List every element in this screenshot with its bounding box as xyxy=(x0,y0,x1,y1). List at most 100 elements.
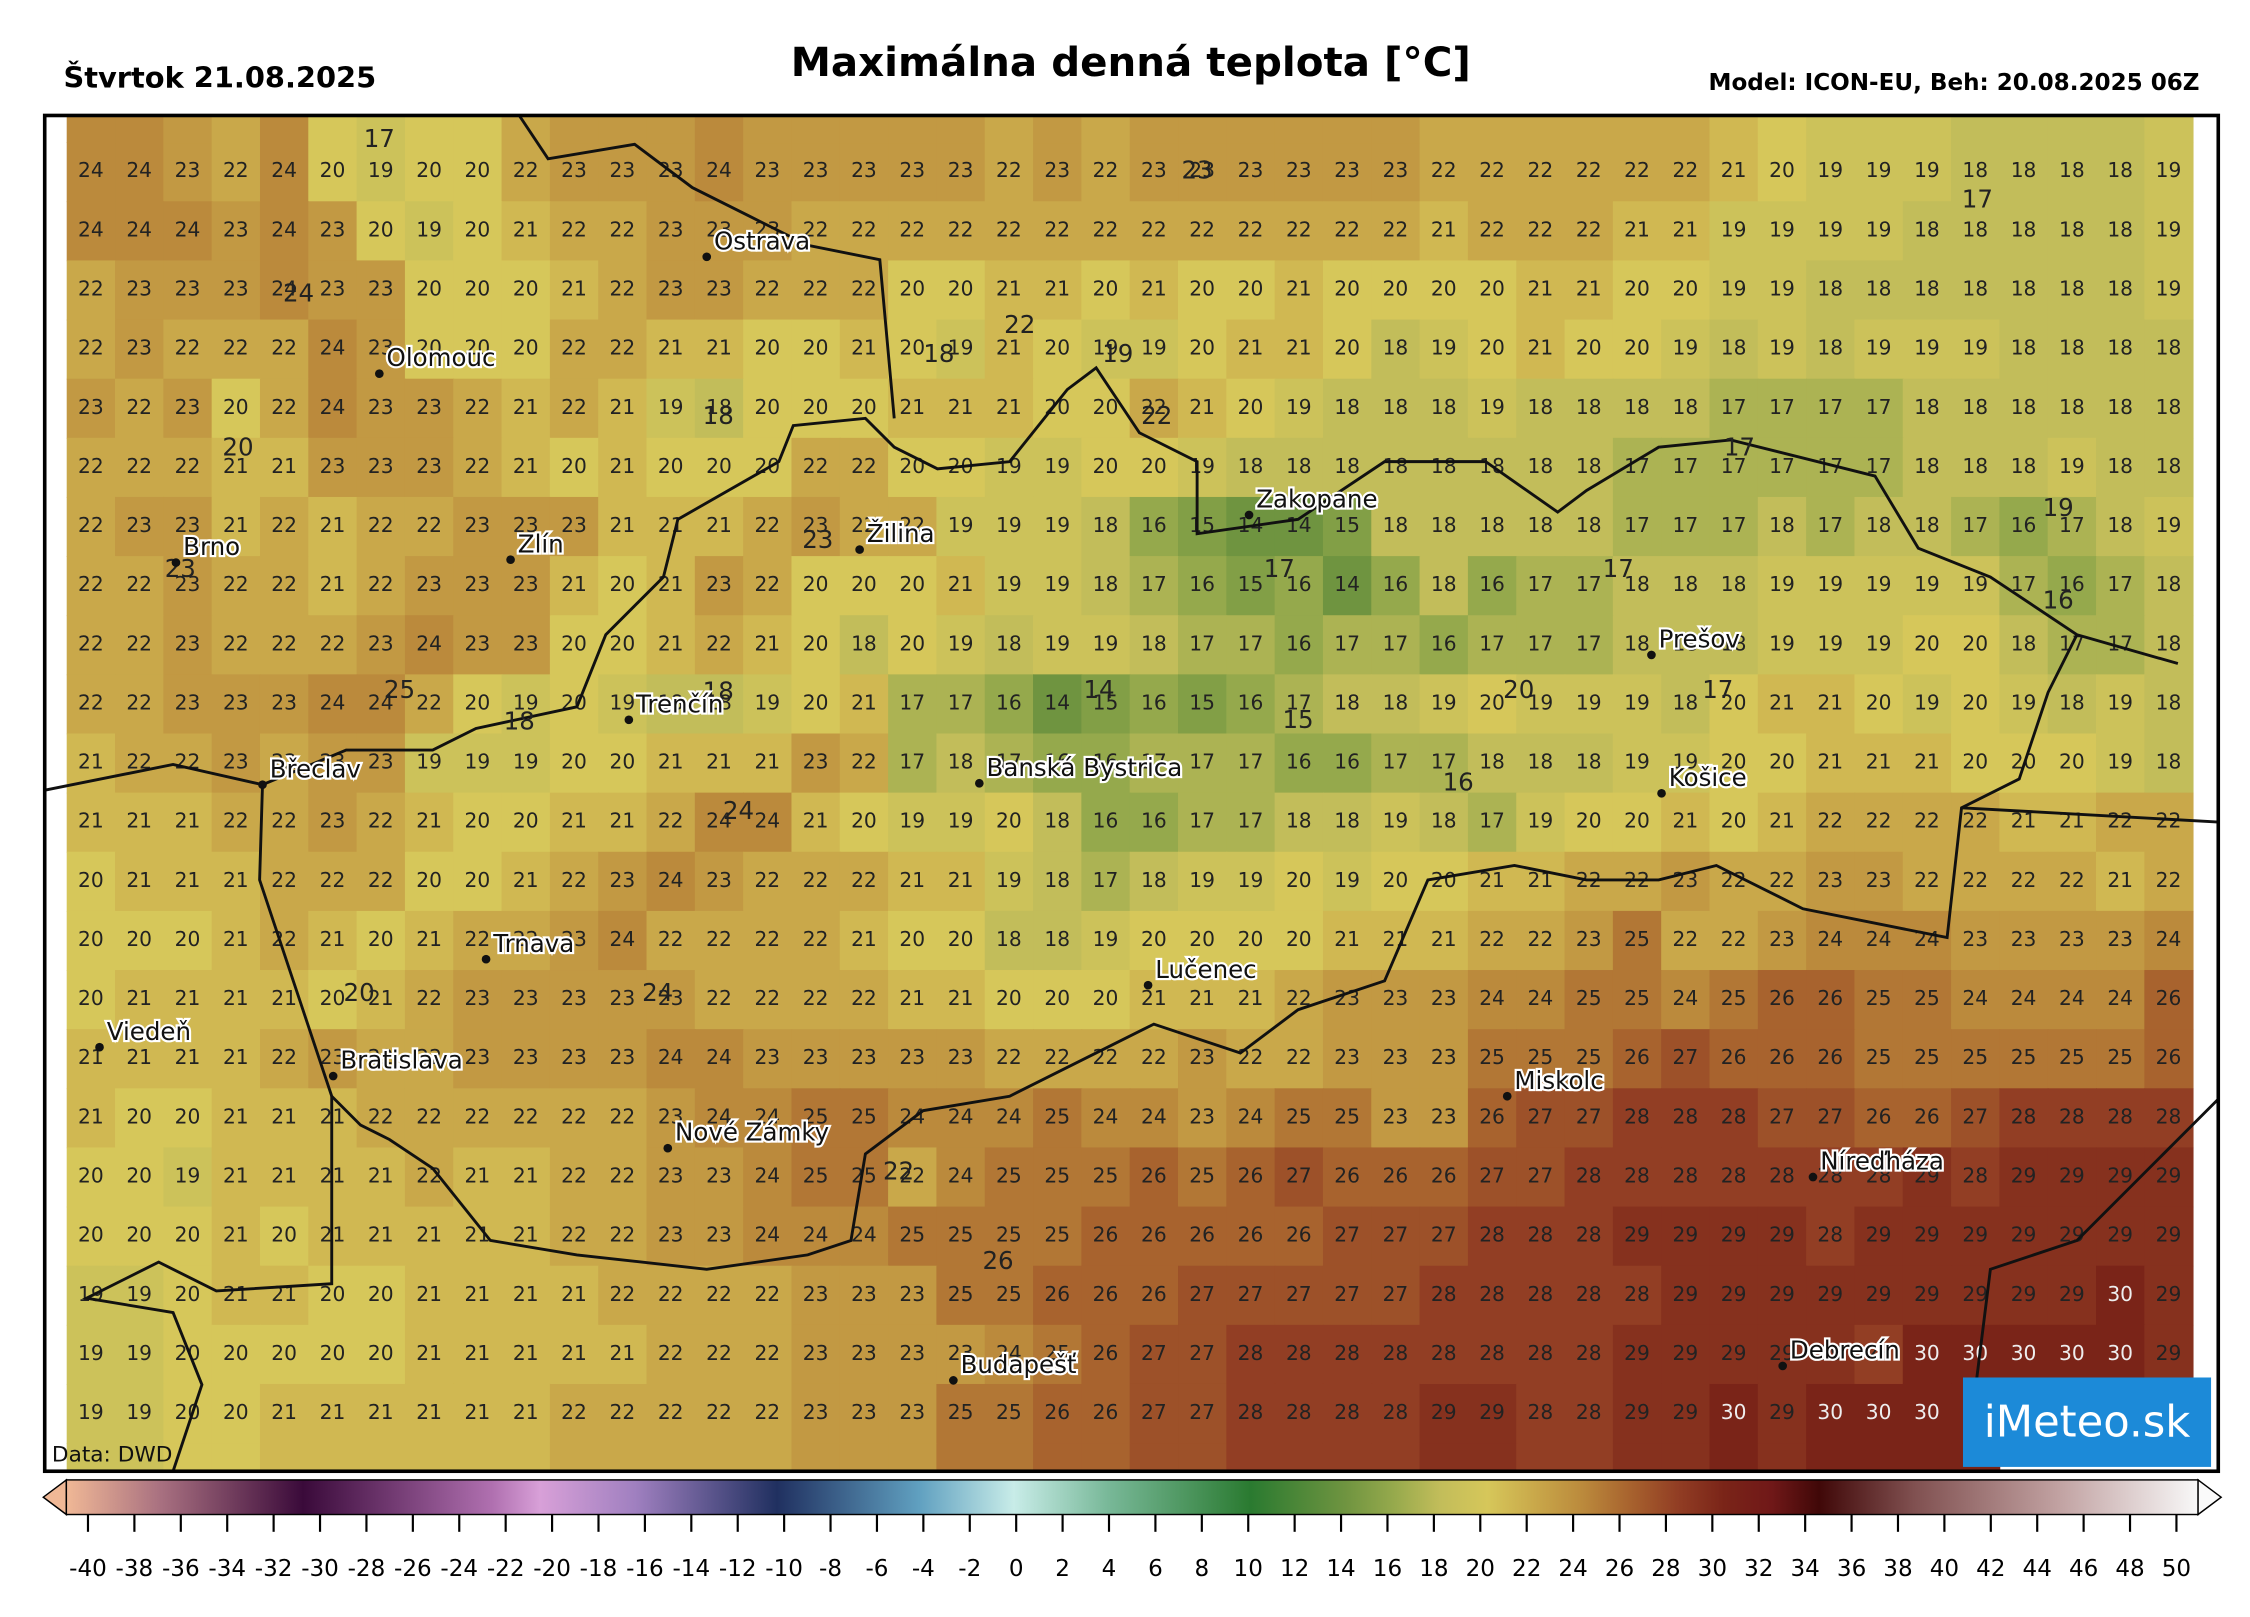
temperature-cell xyxy=(356,910,406,971)
temperature-cell xyxy=(1274,733,1324,794)
temperature-value: 29 xyxy=(1672,1341,1698,1365)
temperature-cell xyxy=(791,1383,841,1444)
city-name: Budapešť xyxy=(961,1350,1077,1379)
temperature-cell xyxy=(1854,437,1904,498)
temperature-cell xyxy=(1419,1265,1469,1326)
temperature-cell xyxy=(1419,260,1469,321)
temperature-cell xyxy=(1129,556,1179,617)
temperature-value: 23 xyxy=(416,395,442,419)
temperature-value: 19 xyxy=(1189,454,1215,478)
temperature-value: 17 xyxy=(1479,809,1505,833)
city-name: Trnava xyxy=(492,929,574,958)
temperature-cell xyxy=(2047,1029,2097,1090)
temperature-cell xyxy=(1371,792,1421,853)
temperature-cell xyxy=(1033,1206,1083,1267)
temperature-cell xyxy=(1999,142,2049,203)
temperature-value: 28 xyxy=(1672,1164,1698,1188)
temperature-value: 19 xyxy=(2156,158,2182,182)
temperature-value: 21 xyxy=(899,395,925,419)
temperature-cell xyxy=(1129,260,1179,321)
temperature-value: 21 xyxy=(223,986,249,1010)
temperature-value: 18 xyxy=(1721,336,1747,360)
temperature-value: 23 xyxy=(368,454,394,478)
temperature-cell xyxy=(888,674,938,735)
temperature-value: 20 xyxy=(1093,454,1119,478)
temperature-value: 17 xyxy=(1624,513,1650,537)
temperature-cell xyxy=(1274,1206,1324,1267)
temperature-value: 20 xyxy=(1141,927,1167,951)
temperature-value: 17 xyxy=(948,690,974,714)
temperature-cell xyxy=(2096,910,2146,971)
temperature-cell xyxy=(984,615,1034,676)
temperature-value: 22 xyxy=(610,217,636,241)
temperature-value: 25 xyxy=(1914,986,1940,1010)
temperature-value: 22 xyxy=(1044,217,1070,241)
temperature-cell xyxy=(356,674,406,735)
temperature-cell xyxy=(1612,910,1663,971)
temperature-cell xyxy=(1902,1147,1952,1208)
temperature-cell xyxy=(1226,437,1276,498)
temperature-value: 25 xyxy=(996,1223,1022,1247)
temperature-value: 19 xyxy=(1769,631,1795,655)
temperature-value: 20 xyxy=(175,927,201,951)
temperature-cell-edge xyxy=(694,1443,745,1472)
temperature-cell xyxy=(1612,733,1663,794)
temperature-value: 18 xyxy=(1962,158,1988,182)
temperature-cell xyxy=(1854,201,1904,262)
temperature-value: 20 xyxy=(175,1104,201,1128)
temperature-cell xyxy=(646,378,696,439)
temperature-value: 29 xyxy=(1962,1282,1988,1306)
temperature-cell xyxy=(839,319,889,380)
temperature-cell xyxy=(1467,1029,1518,1090)
temperature-cell xyxy=(115,1029,165,1090)
city-dot xyxy=(506,555,515,565)
temperature-cell xyxy=(2096,792,2146,853)
temperature-value: 21 xyxy=(561,1341,587,1365)
temperature-value: 18 xyxy=(2156,395,2182,419)
temperature-cell xyxy=(1999,1206,2049,1267)
colorbar-tick-label: 4 xyxy=(1102,1556,1117,1582)
temperature-cell xyxy=(356,1265,406,1326)
temperature-cell-edge xyxy=(259,1443,310,1472)
temperature-cell xyxy=(1612,1029,1663,1090)
temperature-value: 18 xyxy=(2107,276,2133,300)
temperature-value: 29 xyxy=(2156,1282,2182,1306)
temperature-cell xyxy=(404,1265,455,1326)
temperature-cell xyxy=(308,674,358,735)
temperature-cell xyxy=(598,674,648,735)
temperature-cell xyxy=(1806,1206,1856,1267)
temperature-cell xyxy=(1757,1265,1807,1326)
temperature-cell xyxy=(453,142,503,203)
temperature-value: 20 xyxy=(1479,276,1505,300)
temperature-value: 19 xyxy=(126,1282,152,1306)
temperature-value: 21 xyxy=(996,395,1022,419)
temperature-cell xyxy=(1661,970,1711,1031)
temperature-cell xyxy=(2047,142,2097,203)
temperature-value: 17 xyxy=(1238,631,1264,655)
temperature-cell xyxy=(501,201,551,262)
temperature-cell xyxy=(1516,792,1566,853)
temperature-value: 20 xyxy=(416,276,442,300)
temperature-value: 23 xyxy=(175,276,201,300)
temperature-value: 20 xyxy=(126,1104,152,1128)
temperature-cell xyxy=(1516,970,1566,1031)
temperature-cell xyxy=(66,1088,116,1149)
temperature-value: 25 xyxy=(1721,986,1747,1010)
temperature-value: 18 xyxy=(2107,217,2133,241)
temperature-value: 23 xyxy=(561,1045,587,1069)
temperature-cell xyxy=(1757,733,1807,794)
temperature-cell xyxy=(839,556,889,617)
temperature-cell xyxy=(115,615,165,676)
temperature-value: 18 xyxy=(1914,217,1940,241)
temperature-value: 21 xyxy=(513,1223,539,1247)
temperature-value: 19 xyxy=(416,750,442,774)
temperature-cell xyxy=(2096,437,2146,498)
temperature-value: 26 xyxy=(1189,1223,1215,1247)
temperature-value: 20 xyxy=(899,631,925,655)
temperature-cell xyxy=(791,1324,841,1385)
temperature-value: 18 xyxy=(1528,750,1554,774)
temperature-cell xyxy=(791,733,841,794)
temperature-cell-edge xyxy=(1226,1443,1276,1472)
temperature-cell xyxy=(163,1029,213,1090)
